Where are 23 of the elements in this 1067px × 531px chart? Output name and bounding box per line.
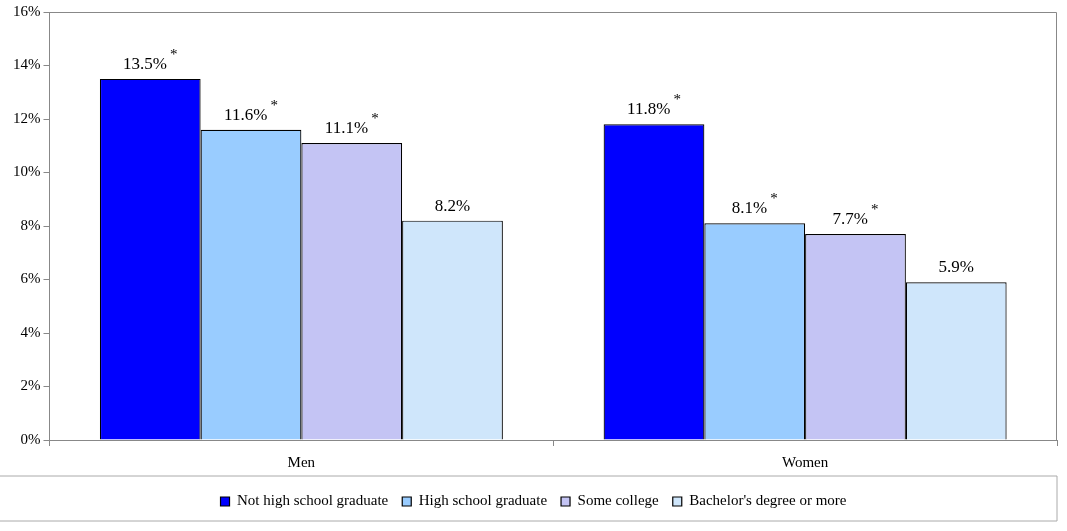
data-label: 8.2% (434, 195, 471, 215)
legend-label: Bachelor's degree or more (689, 492, 847, 509)
y-tick-label: 4% (20, 323, 41, 340)
y-tick-label: 16% (13, 2, 41, 19)
y-tick-label: 12% (13, 109, 41, 126)
y-tick-label: 8% (20, 216, 41, 233)
data-label: 11.6%* (224, 96, 278, 124)
data-label: 13.5%* (123, 45, 178, 73)
y-tick-label: 10% (13, 163, 41, 180)
data-label: 7.7%* (832, 201, 879, 229)
data-label: 11.8%* (627, 91, 681, 119)
legend-label: Some college (577, 492, 660, 509)
y-tick-label: 0% (20, 430, 41, 447)
data-label: 5.9% (938, 257, 974, 277)
x-tick-label: Men (287, 453, 316, 470)
legend-label: High school graduate (418, 492, 548, 509)
data-label: 11.1%* (324, 110, 379, 138)
y-tick-label: 14% (13, 56, 41, 73)
y-tick-label: 6% (20, 270, 41, 287)
legend-label: Not high school graduate (237, 492, 389, 509)
y-tick-label: 2% (20, 377, 41, 394)
x-tick-label: Women (781, 453, 829, 470)
data-label: 8.1%* (731, 190, 778, 218)
